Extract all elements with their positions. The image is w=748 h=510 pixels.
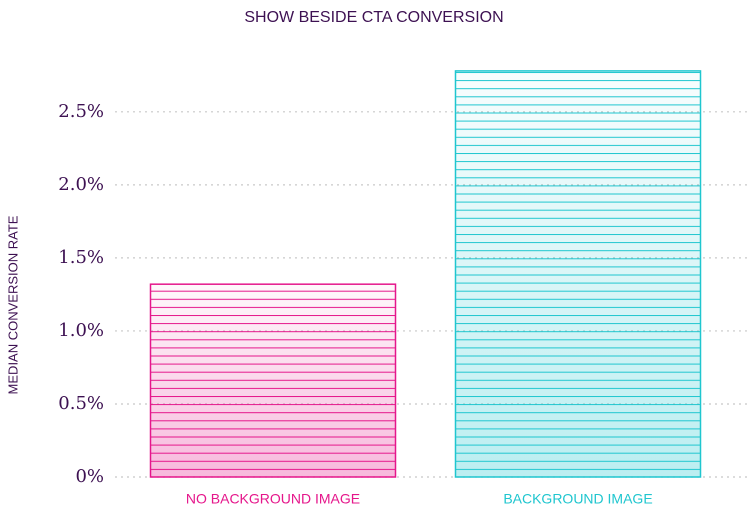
y-tick-label: 1.5% — [58, 247, 104, 268]
y-tick-label: 0.5% — [58, 393, 104, 414]
y-tick-label: 2.0% — [58, 174, 104, 195]
x-tick-label: BACKGROUND IMAGE — [503, 491, 652, 507]
chart-title: SHOW BESIDE CTA CONVERSION — [244, 9, 503, 26]
y-tick-label: 2.5% — [58, 101, 104, 122]
x-tick-label: NO BACKGROUND IMAGE — [186, 491, 360, 507]
y-tick-label: 0% — [75, 466, 104, 487]
bar-stripes — [150, 284, 396, 477]
y-axis-label: MEDIAN CONVERSION RATE — [5, 215, 20, 394]
y-tick-label: 1.0% — [58, 320, 104, 341]
bar-stripes — [455, 70, 701, 478]
